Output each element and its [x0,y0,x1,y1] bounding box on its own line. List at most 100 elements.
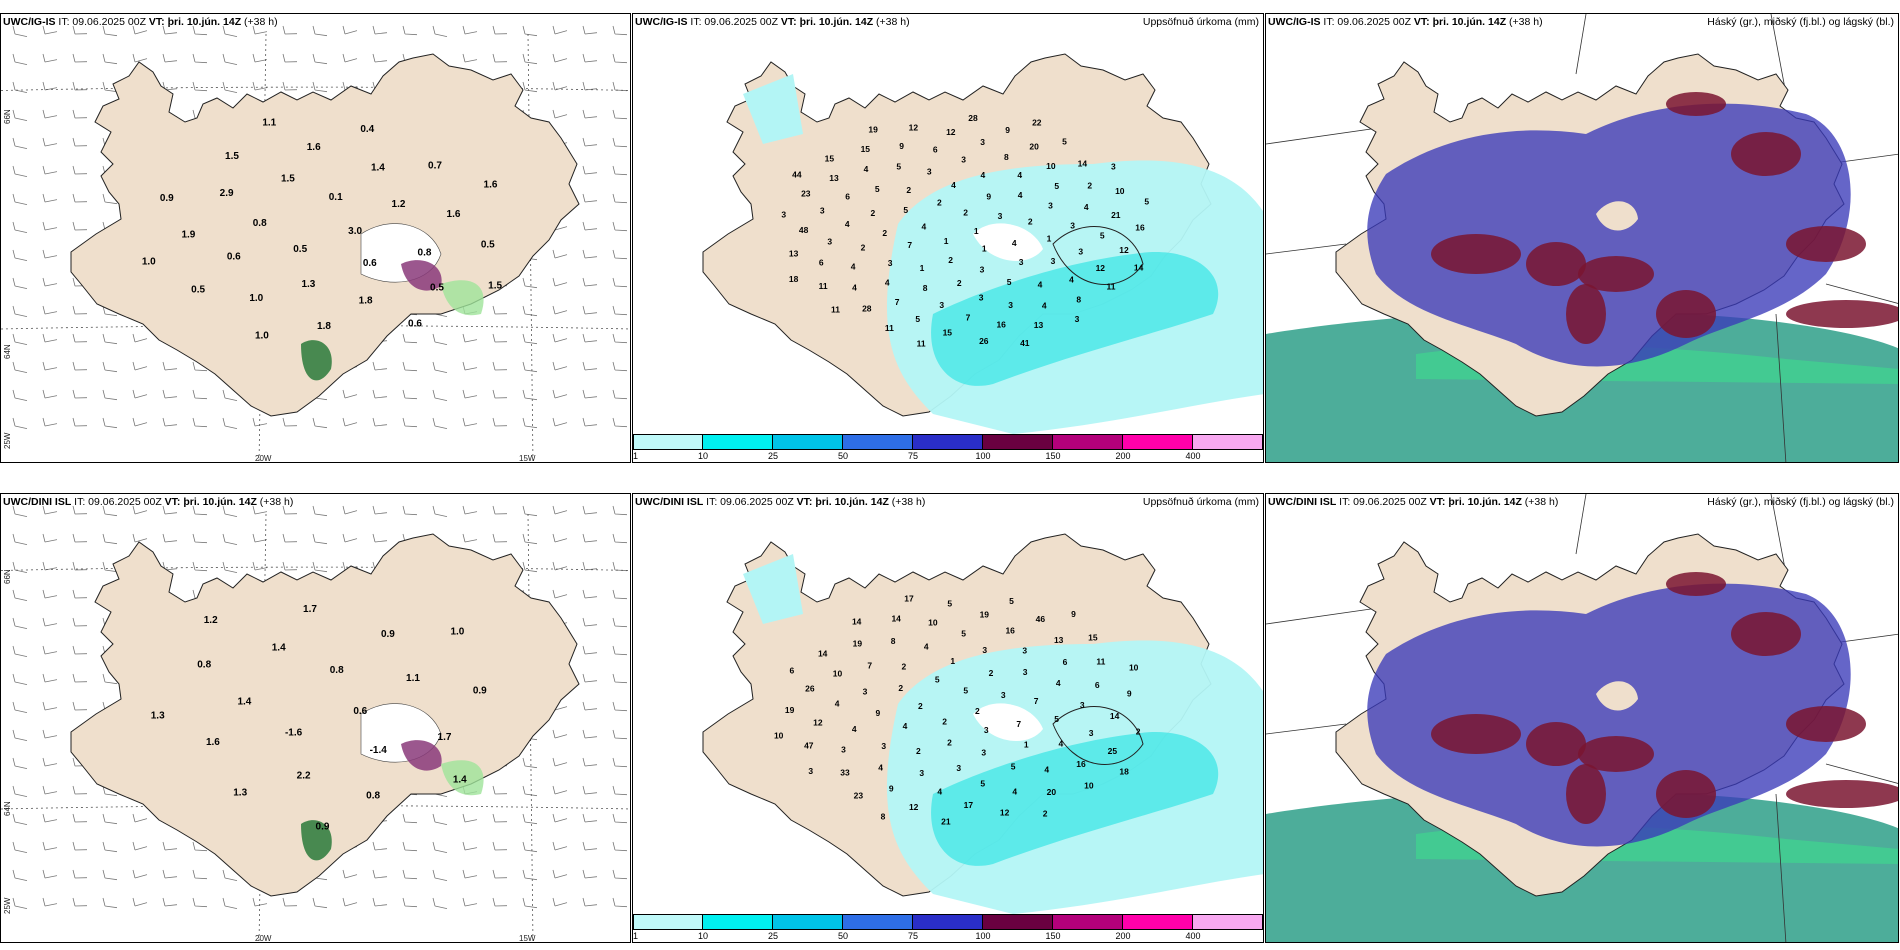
wind-barb [282,25,298,35]
wind-barb [12,645,28,658]
value-label: 19 [980,609,990,619]
value-label: 6 [1063,657,1068,667]
wind-barb [192,841,208,852]
value-label: 13 [829,173,839,183]
wind-barb [342,53,358,63]
wind-barb [552,305,568,315]
wind-barb [42,221,58,231]
wind-barb [192,869,208,880]
colorbar-swatch [1053,914,1123,930]
value-label: 2 [918,701,923,711]
value-label: 1.0 [249,293,263,304]
wind-barb [462,813,478,823]
high-cloud-area [1566,764,1606,824]
wind-barb [342,25,358,35]
wind-barb [132,869,148,879]
value-label: 0.4 [360,124,374,135]
glacier-outline [1052,226,1144,285]
colorbar-swatch [772,434,843,450]
value-label: 3 [927,167,932,177]
mid-cloud-area [1367,583,1851,847]
wind-barb [342,389,358,399]
value-label: 0.5 [481,239,495,250]
value-label: 22 [1032,118,1042,128]
wind-barb [222,53,238,66]
value-label: 10 [928,618,938,628]
value-label: 3 [863,686,868,696]
value-label: 10 [833,668,843,678]
value-label: 14 [891,614,901,624]
value-label: 0.6 [353,706,367,717]
wind-barb [522,757,538,769]
high-cloud-area [1786,780,1898,808]
lon-label-20w: 20W [255,454,272,463]
value-label: 1.4 [371,163,385,174]
wind-barb [42,277,58,287]
value-label: 12 [1096,263,1106,273]
wind-barb [72,897,88,907]
wind-barb [252,25,268,35]
colorbar-tick-label: 200 [1115,931,1131,941]
wind-barb [12,109,28,122]
wind-barb [72,53,88,63]
wind-barb [372,389,388,399]
value-label: 4 [885,278,890,288]
value-label: 0.8 [197,660,211,671]
panel-title: UWC/IG-IS IT: 09.06.2025 00Z VT: þri. 10… [3,16,278,28]
value-label: 4 [922,222,927,232]
value-label: 1.4 [237,696,251,707]
wind-barb [72,417,88,427]
wind-barb [582,841,598,851]
wind-barb [72,81,88,91]
colorbar-swatch [1123,434,1193,450]
wind-barb [492,533,508,543]
value-label: 17 [904,594,914,604]
value-label: 15 [1088,632,1098,642]
value-label: 2 [902,661,907,671]
value-label: 10 [1115,186,1125,196]
wind-barb [72,561,88,571]
wind-barb [42,165,58,175]
value-label: 1.1 [262,118,276,129]
value-label: 1.6 [307,142,321,153]
wind-barb [42,785,58,795]
value-label: 1 [944,236,949,246]
wind-barb [462,333,478,343]
wind-barb [612,305,628,316]
wind-barb [372,53,388,63]
wind-barb [492,897,508,907]
value-labels: 2253232574232721193325335343444357345446… [774,594,1141,827]
value-label: 4 [851,262,856,272]
high-cloud-area [1526,722,1586,766]
wind-barb [522,389,538,401]
value-label: 6 [819,258,824,268]
wind-barb [192,417,208,428]
wind-barb [12,589,28,602]
value-label: 3 [982,645,987,655]
wind-barb [492,53,508,63]
precip-area-light [743,554,803,624]
wind-barb [12,533,28,546]
precip-shading-purple [401,740,442,771]
colorbar-swatch [912,914,983,930]
wind-barb [12,137,28,150]
wind-barb [372,417,388,427]
value-label: 5 [935,675,940,685]
wind-barb [42,869,58,879]
high-cloud-area [1578,736,1654,772]
wind-barb [462,533,478,543]
colorbar-frame [633,914,1263,930]
value-label: 19 [868,125,878,135]
wind-barb [192,81,208,92]
value-label: 28 [862,304,872,314]
wind-barb [432,25,448,38]
panel-title: UWC/DINI ISL IT: 09.06.2025 00Z VT: þri.… [1268,496,1559,508]
value-label: 5 [1054,181,1059,191]
value-label: 23 [854,791,864,801]
wind-barb [282,561,298,571]
value-label: 7 [895,297,900,307]
value-label: 25 [1108,746,1118,756]
wind-barb [42,589,58,599]
wind-barb [12,729,28,742]
wind-barb [12,561,28,574]
